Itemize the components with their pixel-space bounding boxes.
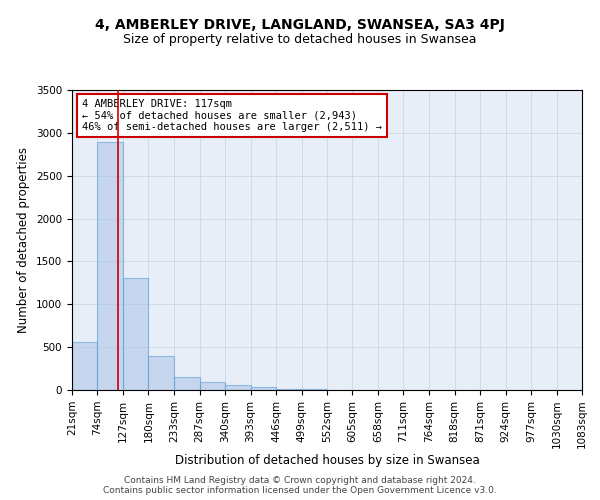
Y-axis label: Number of detached properties: Number of detached properties [17,147,31,333]
Bar [200,382,225,390]
Text: Contains HM Land Registry data © Crown copyright and database right 2024.
Contai: Contains HM Land Registry data © Crown c… [103,476,497,495]
Text: 4 AMBERLEY DRIVE: 117sqm
← 54% of detached houses are smaller (2,943)
46% of sem: 4 AMBERLEY DRIVE: 117sqm ← 54% of detach… [82,99,382,132]
Bar [251,388,276,390]
Bar [123,278,148,390]
Bar [225,386,251,390]
Bar [148,356,174,390]
Bar [276,388,302,390]
X-axis label: Distribution of detached houses by size in Swansea: Distribution of detached houses by size … [175,454,479,467]
Bar [97,142,123,390]
Text: Size of property relative to detached houses in Swansea: Size of property relative to detached ho… [123,32,477,46]
Text: 4, AMBERLEY DRIVE, LANGLAND, SWANSEA, SA3 4PJ: 4, AMBERLEY DRIVE, LANGLAND, SWANSEA, SA… [95,18,505,32]
Bar [72,342,97,390]
Bar [174,376,200,390]
